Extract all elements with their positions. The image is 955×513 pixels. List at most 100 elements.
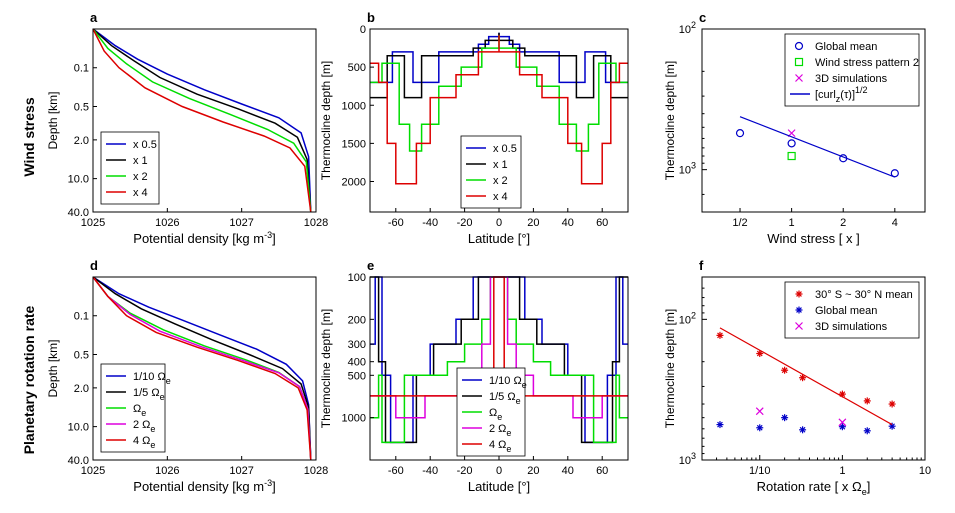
x-tick-label: 1/2 — [732, 217, 747, 229]
plot-frame-f — [701, 276, 926, 461]
legend-label: 30° S ~ 30° N mean — [815, 289, 913, 301]
x-axis-label-part: ] — [272, 479, 276, 494]
y-tick-label: 103 — [679, 451, 696, 467]
y-tick-label: 10.0 — [68, 174, 89, 186]
legend-box — [784, 281, 920, 339]
x-tick-label: 2 — [840, 217, 846, 229]
legend-label: 4 Ωe — [489, 439, 511, 454]
chart-panel-b: b -60 -40 -20 0 20 40 60 0 500 1000 1500 2000 Latitud… — [319, 10, 629, 246]
panel-letter-e: e — [367, 258, 374, 273]
legend-label-part: x 0.5 — [133, 139, 157, 151]
legend-label: 1/10 Ωe — [489, 375, 527, 390]
y-tick-label-part: 2 — [691, 20, 696, 30]
x-tick-label: 1026 — [155, 465, 179, 477]
y-tick-label-part: 2 — [691, 310, 696, 320]
panel-letter-b: b — [367, 10, 375, 25]
legend-label: x 0.5 — [493, 143, 517, 155]
x-axis-label: Wind stress [ x ] — [767, 231, 859, 246]
x-tick-label: 4 — [892, 217, 898, 229]
x-tick-label: 1027 — [229, 217, 253, 229]
fit-line — [719, 327, 893, 426]
y-tick-label: 200 — [348, 314, 366, 326]
x-axis-label-part: e — [862, 487, 867, 497]
plot-frame-a — [92, 28, 317, 213]
legend-label: Ωe — [133, 403, 146, 418]
y-tick-label: 40.0 — [68, 455, 89, 467]
legend-marker-circle — [794, 41, 804, 51]
data-point — [889, 423, 895, 430]
legend-label: 1/5 Ωe — [133, 387, 165, 402]
legend-label-part: [curl — [815, 89, 836, 101]
legend-label-part: e — [522, 380, 527, 390]
y-axis-label: Depth [km] — [46, 339, 60, 397]
x-tick-label: 1 — [839, 465, 845, 477]
chart-panel-a: a 1025 1026 1027 1028 0.1 0.5 2.0 10.0 40.0 Potent… — [46, 10, 328, 246]
y-tick-label: 10.0 — [68, 422, 89, 434]
x-tick-label: 40 — [562, 217, 574, 229]
legend-label-part: Ω — [489, 407, 497, 419]
legend-label: 1/10 Ωe — [133, 371, 171, 386]
y-tick-label: 300 — [348, 339, 366, 351]
data-point — [781, 414, 788, 421]
series-line-1 — [92, 28, 312, 213]
legend-label: x 2 — [493, 175, 508, 187]
legend-label-part: e — [141, 408, 146, 418]
legend-label: x 0.5 — [133, 139, 157, 151]
x-tick-label: 10 — [919, 465, 931, 477]
x-axis-label-part: ] — [272, 231, 276, 246]
legend-label-part: e — [150, 424, 155, 434]
legend-label: x 1 — [493, 159, 508, 171]
x-tick-label: 1025 — [81, 217, 105, 229]
legend-label-part: x 0.5 — [493, 143, 517, 155]
x-axis-label: Potential density [kg m-3] — [133, 478, 275, 494]
y-tick-label: 103 — [679, 161, 696, 177]
data-point — [781, 367, 788, 374]
y-tick-label: 100 — [348, 272, 366, 284]
series-line-0 — [92, 276, 312, 461]
y-axis-label: Thermocline depth [m] — [663, 309, 677, 428]
y-tick-label: 102 — [679, 310, 696, 326]
series-line-2 — [370, 35, 628, 152]
y-tick-label: 500 — [348, 62, 366, 74]
panels-group: a 1025 1026 1027 1028 0.1 0.5 2.0 10.0 40.0 Potent… — [46, 10, 931, 497]
legend-label: Ωe — [489, 407, 502, 422]
x-tick-label: 1028 — [304, 465, 328, 477]
legend-label-part: 30° S ~ 30° N mean — [815, 289, 913, 301]
legend-label-part: Global mean — [815, 305, 877, 317]
x-tick-label: 1026 — [155, 217, 179, 229]
x-tick-label: -20 — [457, 217, 473, 229]
y-tick-label: 40.0 — [68, 207, 89, 219]
row-label-rotation-rate: Planetary rotation rate — [21, 305, 37, 454]
y-axis-label: Thermocline depth [m] — [319, 61, 333, 180]
y-axis-label: Thermocline depth [m] — [319, 309, 333, 428]
series-line-0 — [92, 28, 312, 213]
panel-letter-f: f — [699, 258, 704, 273]
x-axis-label: Potential density [kg m-3] — [133, 230, 275, 246]
legend-label-part: x 4 — [493, 191, 508, 203]
legend-marker-star — [796, 307, 802, 313]
x-tick-label: 60 — [596, 217, 608, 229]
y-tick-label: 0.5 — [74, 349, 89, 361]
x-tick-label: -40 — [422, 465, 438, 477]
panel-letter-d: d — [90, 258, 98, 273]
y-tick-label: 1000 — [342, 100, 366, 112]
x-tick-label: -60 — [388, 217, 404, 229]
y-tick-label-part: 3 — [691, 451, 696, 461]
y-tick-label: 2.0 — [74, 383, 89, 395]
data-point — [787, 151, 796, 161]
legend-label: x 4 — [493, 191, 508, 203]
x-tick-label: 1 — [789, 217, 795, 229]
x-tick-label: 40 — [562, 465, 574, 477]
x-tick-label: 60 — [596, 465, 608, 477]
data-point — [889, 401, 895, 407]
y-tick-label: 500 — [348, 370, 366, 382]
legend-label-part: 1/10 Ω — [489, 375, 522, 387]
legend-label-part: 3D simulations — [815, 321, 888, 333]
y-tick-label-part: 10 — [679, 455, 691, 467]
series-line-3 — [92, 276, 312, 461]
legend-label-part: 1/10 Ω — [133, 371, 166, 383]
plot-frame-d — [92, 276, 317, 461]
